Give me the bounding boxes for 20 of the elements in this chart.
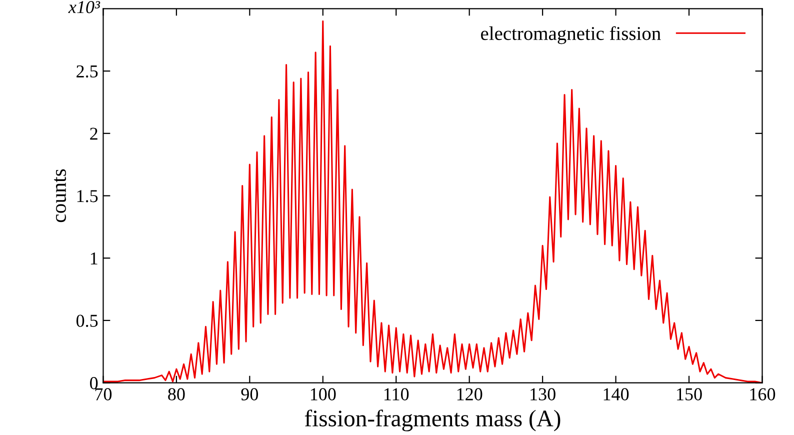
x-tick-label: 100 bbox=[310, 388, 336, 400]
y-tick-label: 1.5 bbox=[77, 190, 98, 202]
x-tick-label: 130 bbox=[530, 388, 556, 400]
y-tick-label: 0 bbox=[90, 377, 98, 390]
y-tick-label: 1 bbox=[90, 252, 98, 264]
y-axis-title: counts bbox=[54, 169, 66, 222]
x-tick-label: 150 bbox=[677, 388, 702, 400]
y-tick-label: 2 bbox=[90, 128, 98, 140]
x-tick-label: 140 bbox=[604, 388, 629, 400]
x-tick-label: 90 bbox=[241, 388, 258, 400]
x-tick-label: 160 bbox=[750, 388, 776, 400]
legend-label: electromagnetic fission bbox=[481, 26, 661, 44]
x-tick-label: 70 bbox=[95, 388, 112, 400]
x-tick-label: 120 bbox=[457, 388, 482, 400]
y-tick-label: 0.5 bbox=[76, 314, 98, 327]
text: x10³ bbox=[68, 1, 100, 14]
y-tick-label: 2.5 bbox=[76, 65, 98, 78]
x-axis-title: fission-fragments mass (A) bbox=[304, 410, 560, 432]
x-tick-label: 80 bbox=[168, 388, 185, 400]
x-tick-label: 110 bbox=[384, 388, 409, 400]
